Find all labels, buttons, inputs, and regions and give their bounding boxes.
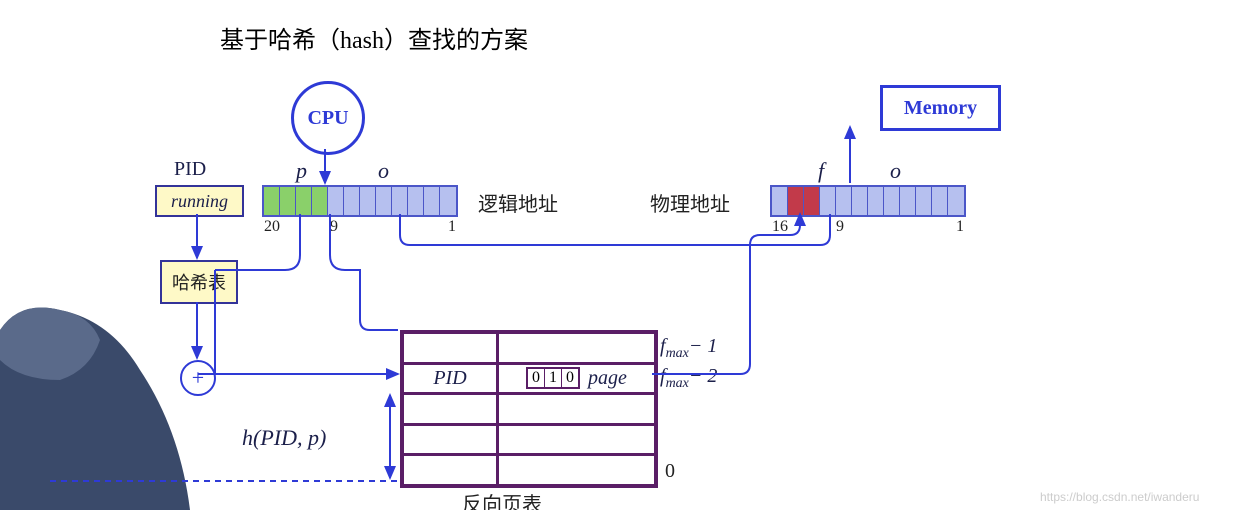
inv-table-row: PID010page bbox=[404, 365, 654, 396]
f-label: f bbox=[818, 158, 824, 184]
address-bit-cell bbox=[788, 187, 804, 215]
address-bit-cell bbox=[932, 187, 948, 215]
address-bit-cell bbox=[852, 187, 868, 215]
address-bit-cell bbox=[264, 187, 280, 215]
watermark-text: https://blog.csdn.net/iwanderu bbox=[1040, 490, 1199, 504]
address-bit-cell bbox=[280, 187, 296, 215]
address-bit-cell bbox=[392, 187, 408, 215]
physical-num-left: 16 bbox=[772, 218, 788, 236]
inv-table-row bbox=[404, 334, 654, 365]
diagram-title: 基于哈希（hash）查找的方案 bbox=[220, 20, 528, 55]
address-bit-cell bbox=[296, 187, 312, 215]
p-label: p bbox=[296, 158, 307, 184]
logical-num-mid: 9 bbox=[330, 218, 338, 236]
physical-address-strip bbox=[770, 185, 966, 217]
address-bit-cell bbox=[820, 187, 836, 215]
address-bit-cell bbox=[900, 187, 916, 215]
memory-node: Memory bbox=[880, 85, 1001, 131]
o-label-logical: o bbox=[378, 158, 389, 184]
hash-function-label: h(PID, p) bbox=[242, 425, 326, 451]
address-bit-cell bbox=[328, 187, 344, 215]
address-bit-cell bbox=[360, 187, 376, 215]
physical-num-mid: 9 bbox=[836, 218, 844, 236]
pid-label: PID bbox=[174, 158, 206, 181]
inv-table-row bbox=[404, 426, 654, 457]
fmax-minus-2: fmax− 2 bbox=[660, 365, 717, 392]
inv-table-row bbox=[404, 395, 654, 426]
cpu-node: CPU bbox=[291, 81, 365, 155]
address-bit-cell bbox=[804, 187, 820, 215]
address-bit-cell bbox=[868, 187, 884, 215]
logical-address-text: 逻辑地址 bbox=[478, 188, 558, 217]
logical-num-right: 1 bbox=[448, 218, 456, 236]
address-bit-cell bbox=[916, 187, 932, 215]
address-bit-cell bbox=[344, 187, 360, 215]
address-bit-cell bbox=[408, 187, 424, 215]
inv-table-row bbox=[404, 456, 654, 484]
physical-address-text: 物理地址 bbox=[650, 188, 730, 217]
address-bit-cell bbox=[440, 187, 456, 215]
running-box: running bbox=[155, 185, 244, 217]
physical-num-right: 1 bbox=[956, 218, 964, 236]
inverted-table-title: 反向页表 bbox=[462, 488, 542, 510]
address-bit-cell bbox=[948, 187, 964, 215]
logical-num-left: 20 bbox=[264, 218, 280, 236]
o-label-physical: o bbox=[890, 158, 901, 184]
address-bit-cell bbox=[884, 187, 900, 215]
address-bit-cell bbox=[836, 187, 852, 215]
inverted-page-table: PID010page bbox=[400, 330, 658, 488]
address-bit-cell bbox=[772, 187, 788, 215]
presenter-silhouette bbox=[0, 270, 200, 510]
address-bit-cell bbox=[312, 187, 328, 215]
address-bit-cell bbox=[424, 187, 440, 215]
logical-address-strip bbox=[262, 185, 458, 217]
fmax-zero: 0 bbox=[665, 460, 675, 483]
address-bit-cell bbox=[376, 187, 392, 215]
fmax-minus-1: fmax− 1 bbox=[660, 335, 717, 362]
